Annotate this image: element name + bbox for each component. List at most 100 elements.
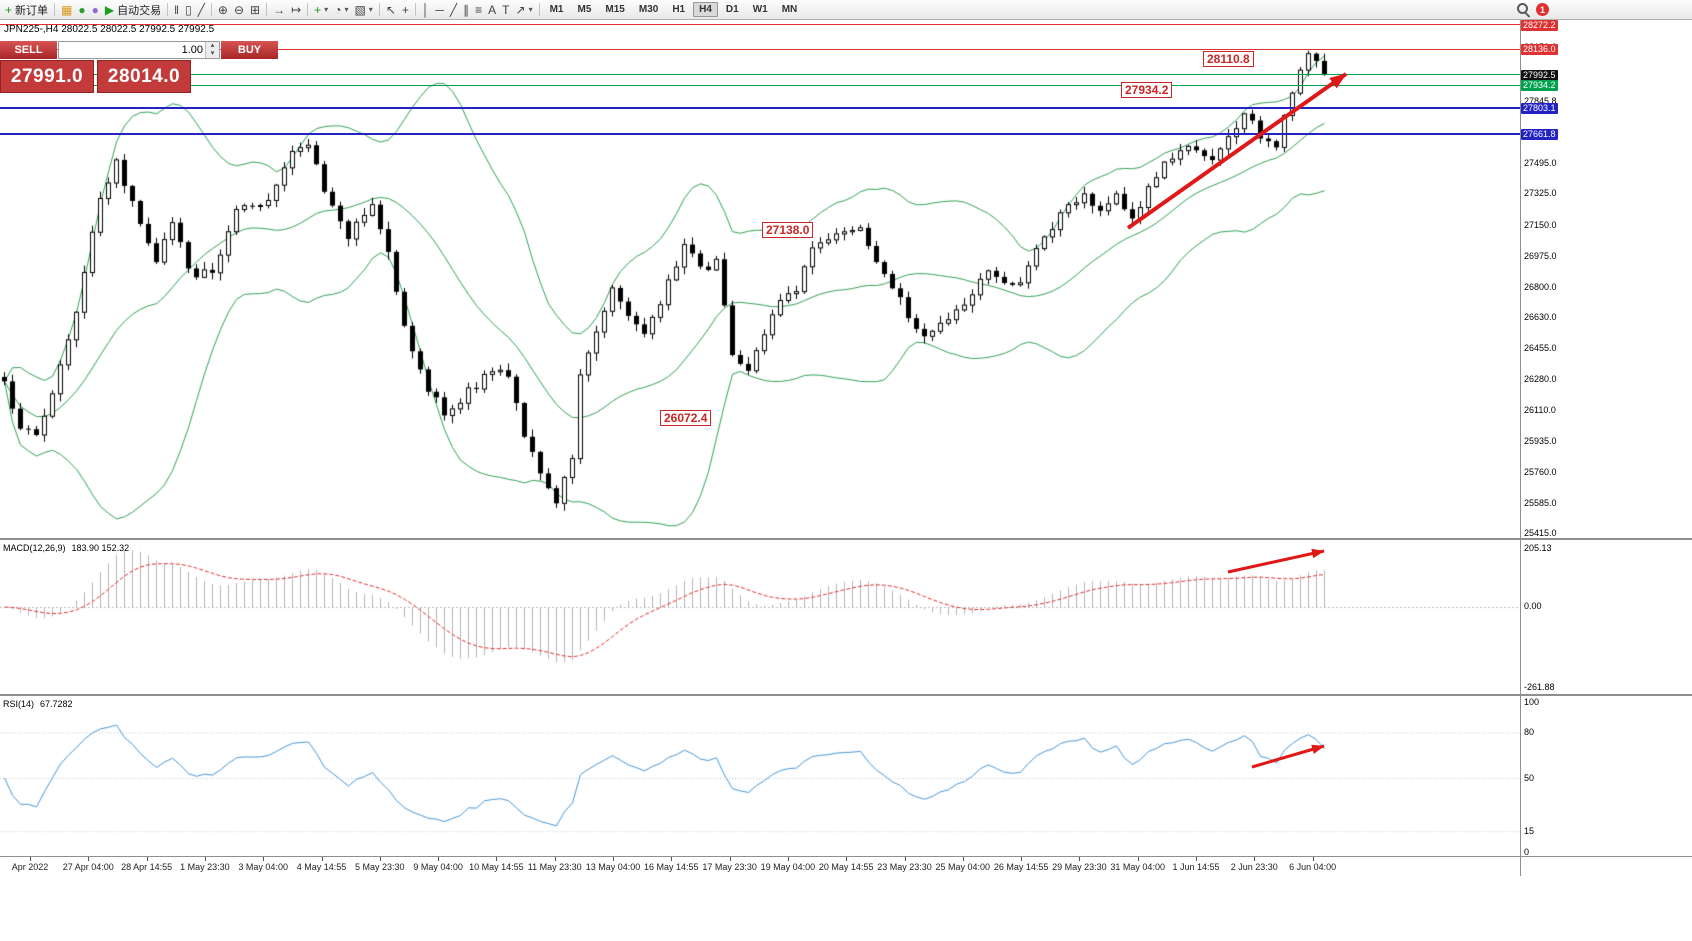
cursor-icon: ↖	[385, 2, 396, 17]
search-lens	[1517, 3, 1528, 14]
time-axis-tick	[1137, 857, 1139, 861]
rsi-axis-100: 100	[1524, 697, 1540, 707]
vertical-line-button[interactable]: │	[419, 1, 433, 18]
time-axis-label: Apr 2022	[11, 862, 49, 872]
equidistant-channel-button[interactable]: ∥	[460, 1, 472, 18]
time-axis-label: 4 May 14:55	[296, 862, 347, 872]
crosshair-button[interactable]: +	[399, 1, 412, 18]
price-callout[interactable]: 27138.0	[762, 222, 814, 238]
search-icon[interactable]	[1516, 2, 1531, 18]
fibonacci-button[interactable]: ≡	[472, 1, 485, 18]
time-axis-label: 1 Jun 14:55	[1172, 862, 1220, 872]
time-axis-tick	[1079, 857, 1081, 861]
rsi-axis-80: 80	[1524, 727, 1535, 737]
timeframe-h4-button[interactable]: H4	[693, 2, 718, 17]
macd-axis-max: 205.13	[1524, 543, 1552, 553]
zoom-out-button[interactable]: ⊖	[231, 1, 247, 18]
time-axis-tick	[88, 857, 90, 861]
price-axis-tick: 27495.0	[1524, 158, 1557, 169]
chart-shift-button[interactable]: ↦	[288, 1, 304, 18]
auto-scroll-button[interactable]: →	[270, 1, 288, 18]
price-axis-tick: 26280.0	[1524, 374, 1557, 385]
lot-size-input[interactable]	[59, 42, 205, 58]
auto-scroll-icon: →	[273, 2, 286, 17]
main-macd-splitter[interactable]	[0, 538, 1692, 540]
text-button[interactable]: A	[485, 1, 499, 18]
timeframe-m30-button[interactable]: M30	[638, 4, 659, 15]
macd-axis-zero: 0.00	[1524, 601, 1542, 611]
buy-price[interactable]: 28014.0	[97, 60, 191, 93]
lot-increase-button[interactable]: ▴	[206, 42, 219, 50]
trendline-button[interactable]: ╱	[447, 1, 460, 18]
timeframe-m1-button[interactable]: M1	[549, 4, 564, 15]
search-handle	[1524, 12, 1531, 18]
tile-windows-button[interactable]: ⊞	[247, 1, 263, 18]
time-axis-label: 27 Apr 04:00	[62, 862, 114, 872]
horizontal-line-27661.8[interactable]	[0, 132, 1520, 135]
price-callout[interactable]: 28110.8	[1203, 51, 1254, 67]
toolbar-separator	[538, 3, 540, 16]
horizontal-line-28272.2[interactable]	[0, 24, 1520, 26]
indicators-button[interactable]: + ▾	[311, 1, 331, 18]
timeframe-mn-button[interactable]: MN	[781, 4, 798, 15]
horizontal-line-button[interactable]: ─	[432, 1, 447, 18]
zoom-in-icon: ⊕	[217, 2, 228, 17]
zoom-in-button[interactable]: ⊕	[215, 1, 231, 18]
new-order-button[interactable]: + 新订单	[2, 1, 51, 18]
price-axis-tag: 27803.1	[1521, 103, 1558, 115]
timeframe-w1-button[interactable]: W1	[752, 4, 768, 15]
timeframe-h1-button[interactable]: H1	[672, 4, 686, 15]
rsi-label: RSI(14) 67.7282	[3, 699, 73, 709]
arrows-tool-button[interactable]: ↗ ▾	[513, 1, 536, 18]
rsi-axis-0: 0	[1524, 847, 1530, 857]
price-axis-tick: 26975.0	[1524, 250, 1557, 261]
chart-bars-icon: ‖	[174, 2, 180, 17]
horizontal-line-27992.5[interactable]	[0, 74, 1520, 76]
chart-candlesticks-button[interactable]: ▯	[182, 1, 195, 18]
rsi-axis-50: 50	[1524, 773, 1535, 783]
terminal-button[interactable]: ●	[89, 1, 102, 18]
periods-button[interactable]: ◔ ▾	[331, 1, 351, 18]
navigator-button[interactable]: ●	[75, 1, 88, 18]
templates-button[interactable]: ▧ ▾	[351, 1, 375, 18]
time-axis-tick	[379, 857, 381, 861]
macd-rsi-splitter[interactable]	[0, 694, 1692, 696]
toolbar-separator	[307, 3, 309, 16]
buy-button[interactable]: BUY	[221, 41, 278, 59]
time-axis-label: 17 May 23:30	[702, 862, 757, 872]
chart-bars-button[interactable]: ‖	[171, 1, 182, 18]
horizontal-line-28136[interactable]	[0, 48, 1520, 50]
cursor-button[interactable]: ↖	[383, 1, 399, 18]
toolbar-separator	[167, 3, 169, 16]
timeframe-d1-button[interactable]: D1	[725, 4, 739, 15]
toolbar: + 新订单 ▦ ● ● ▶ 自动交易 ‖ ▯ ╱ ⊕ ⊖ ⊞ → ↦ + ▾ ◔ ▾ ▧ ▾ ↖ + │ ─ ╱ ∥ ≡ A T ↗ ▾ M1 M…	[0, 0, 1692, 20]
lot-decrease-button[interactable]: ▾	[206, 50, 219, 58]
horizontal-line-27803.1[interactable]	[0, 107, 1520, 110]
trade-widget-header-row: SELL ▴ ▾ BUY	[0, 41, 278, 59]
timeframe-m5-button[interactable]: M5	[577, 4, 592, 15]
sell-button[interactable]: SELL	[0, 41, 57, 59]
time-axis-label: 5 May 23:30	[355, 862, 405, 872]
navigator-icon: ●	[78, 2, 86, 17]
price-axis-tick: 27325.0	[1524, 188, 1557, 199]
toolbar-separator	[266, 3, 268, 16]
auto-trading-button[interactable]: ▶ 自动交易	[102, 1, 164, 18]
notification-badge[interactable]: 1	[1536, 3, 1549, 16]
sell-price[interactable]: 27991.0	[0, 60, 94, 93]
price-callout[interactable]: 27934.2	[1121, 82, 1173, 98]
timeframe-m15-button[interactable]: M15	[605, 4, 625, 15]
auto-trading-icon: ▶	[104, 2, 115, 17]
time-axis-label: 13 May 04:00	[585, 862, 641, 872]
time-axis-tick	[1021, 857, 1023, 861]
toolbar-buttons: + 新订单 ▦ ● ● ▶ 自动交易 ‖ ▯ ╱ ⊕ ⊖ ⊞ → ↦ + ▾ ◔ ▾ ▧ ▾ ↖ + │ ─ ╱ ∥ ≡ A T ↗ ▾ M1 M…	[0, 0, 804, 19]
price-axis-tag: 27661.8	[1521, 128, 1558, 140]
chart-line-icon: ╱	[197, 2, 205, 17]
arrows-tool-icon: ↗	[515, 2, 526, 17]
horizontal-line-27934.2[interactable]	[0, 84, 1520, 86]
chart-line-button[interactable]: ╱	[195, 1, 208, 18]
quotes-window-button[interactable]: ▦	[58, 1, 75, 18]
text-label-button[interactable]: T	[499, 1, 512, 18]
time-axis-label: 10 May 14:55	[469, 862, 524, 872]
price-callout[interactable]: 26072.4	[660, 410, 712, 426]
time-axis-tick	[787, 857, 789, 861]
